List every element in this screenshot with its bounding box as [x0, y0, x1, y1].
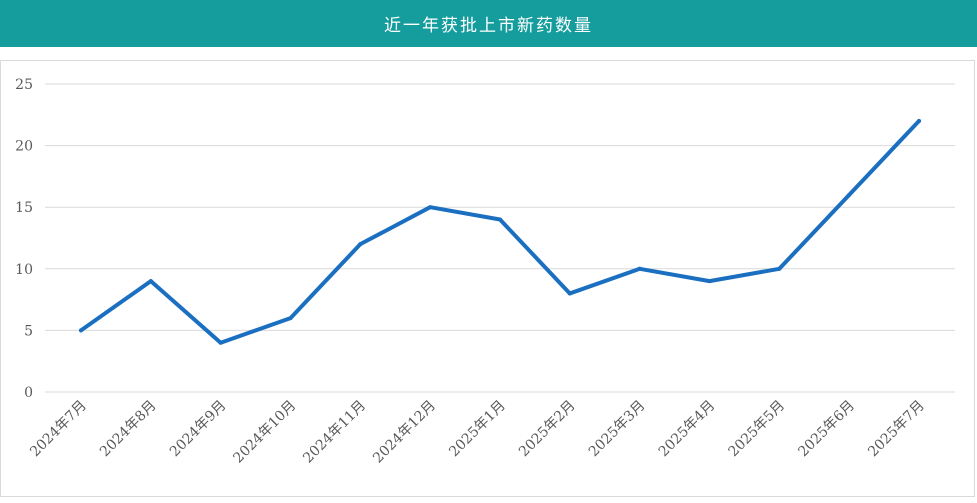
x-tick-label: 2024年12月	[370, 398, 439, 467]
x-tick-label: 2025年5月	[726, 398, 789, 461]
x-tick-label: 2024年9月	[167, 398, 230, 461]
data-point	[498, 217, 502, 222]
y-tick-label: 15	[15, 200, 33, 216]
chart-title: 近一年获批上市新药数量	[384, 16, 593, 36]
x-tick-label: 2025年7月	[865, 398, 928, 461]
data-point	[777, 266, 782, 271]
y-tick-label: 25	[15, 77, 33, 93]
x-tick-label: 2025年2月	[516, 398, 579, 461]
data-point	[567, 291, 572, 296]
data-point	[288, 316, 293, 321]
y-tick-label: 0	[24, 385, 33, 401]
x-tick-label: 2024年11月	[300, 398, 369, 467]
data-point	[428, 205, 433, 210]
data-point	[218, 340, 223, 345]
x-tick-label: 2025年4月	[656, 398, 719, 461]
x-tick-label: 2024年10月	[230, 398, 299, 467]
data-point	[917, 118, 921, 123]
chart-area: 0 5 10 15 20 25 2024年7月 2024年8月 2024年9月 2024年10月 2…	[0, 60, 977, 499]
y-tick-label: 10	[15, 262, 33, 278]
data-point	[79, 328, 83, 333]
data-point	[637, 266, 642, 271]
chart-header: 近一年获批上市新药数量	[0, 0, 977, 47]
x-tick-label: 2025年6月	[795, 398, 858, 461]
x-tick-label: 2024年7月	[27, 398, 90, 461]
x-tick-label: 2025年1月	[446, 398, 509, 461]
x-tick-label: 2025年3月	[586, 398, 649, 461]
x-tick-label: 2024年8月	[97, 398, 160, 461]
data-point	[358, 242, 363, 247]
data-point	[847, 192, 852, 197]
y-tick-label: 20	[15, 139, 33, 155]
data-point	[707, 279, 712, 284]
y-tick-label: 5	[24, 323, 33, 339]
data-point	[148, 279, 153, 284]
series-line-0	[79, 118, 921, 345]
